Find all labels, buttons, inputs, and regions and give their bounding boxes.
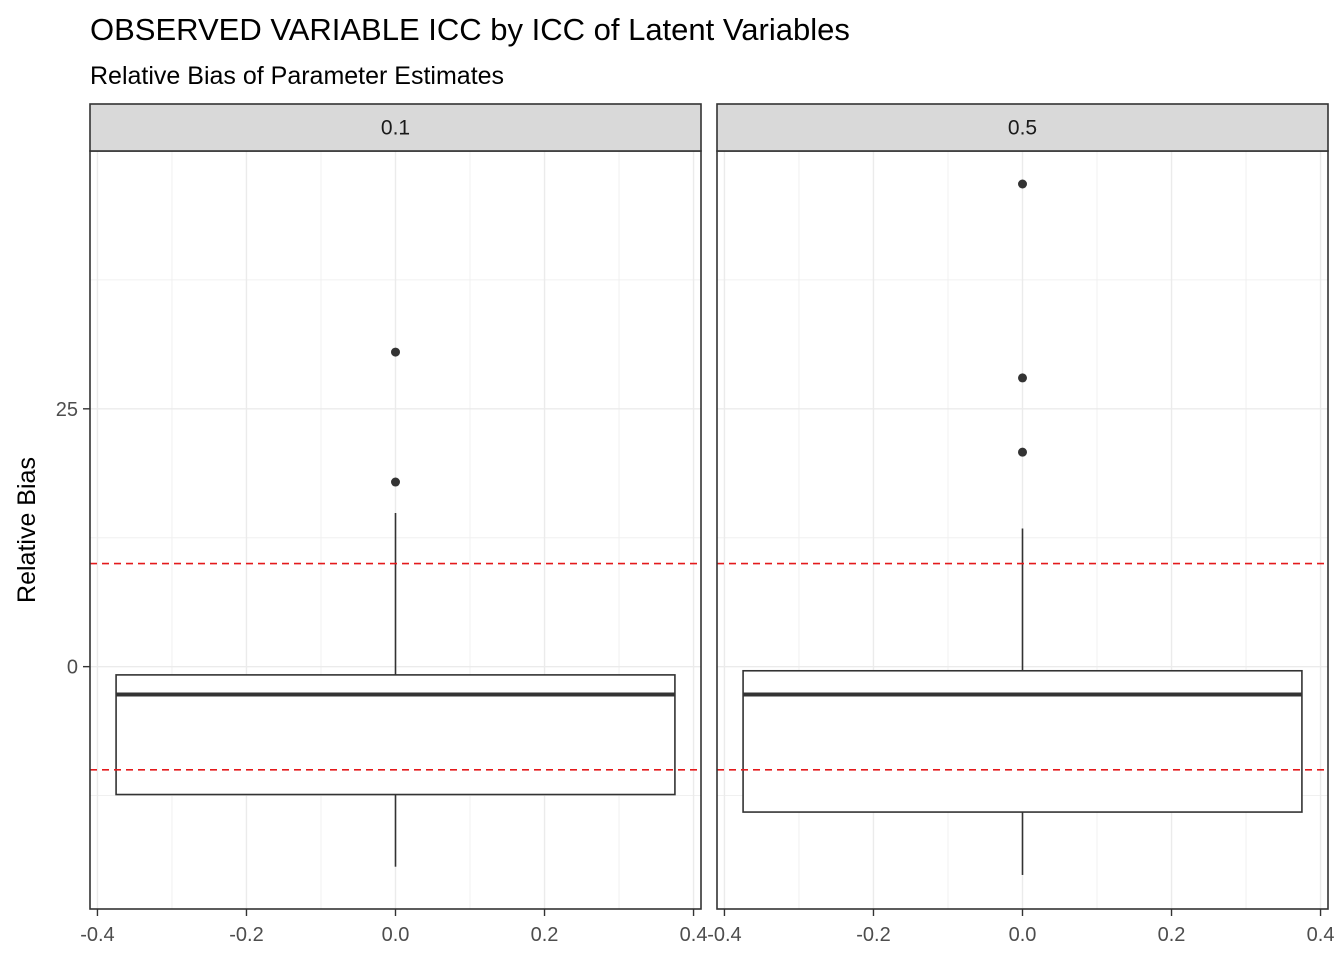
chart-title: OBSERVED VARIABLE ICC by ICC of Latent V… <box>90 12 850 47</box>
x-tick-label: 0.0 <box>1009 924 1037 946</box>
facet-strip <box>716 103 1329 152</box>
x-tick-label: 0.2 <box>1158 924 1186 946</box>
outlier-point <box>391 347 400 357</box>
x-tick-label: 0.2 <box>531 924 559 946</box>
facet-strip <box>89 103 702 152</box>
facet-panel-2: 0.5 -0.4 -0.2 0.0 0.2 0.4 <box>707 103 1335 946</box>
outlier-point <box>1018 373 1027 383</box>
outlier-point <box>1018 179 1027 189</box>
facet-strip-label: 0.5 <box>1008 117 1037 140</box>
y-axis-title: Relative Bias <box>13 457 41 603</box>
chart-subtitle: Relative Bias of Parameter Estimates <box>90 62 504 90</box>
x-tick-label: 0.4 <box>1307 924 1335 946</box>
outlier-point <box>391 477 400 487</box>
x-tick-label: -0.4 <box>80 924 114 946</box>
outlier-point <box>1018 447 1027 457</box>
facet-strip-label: 0.1 <box>381 117 410 140</box>
box-iqr <box>742 669 1303 813</box>
x-tick-label: -0.2 <box>856 924 890 946</box>
y-tick-label: 25 <box>56 399 78 421</box>
x-tick-label: 0.4 <box>680 924 708 946</box>
facet-panel-1: 0.1 -0.4 -0.2 0.0 0.2 0.4 <box>80 103 708 946</box>
x-tick-label: -0.2 <box>229 924 263 946</box>
y-tick-label: 0 <box>67 657 78 679</box>
x-tick-label: 0.0 <box>382 924 410 946</box>
x-tick-label: -0.4 <box>707 924 741 946</box>
